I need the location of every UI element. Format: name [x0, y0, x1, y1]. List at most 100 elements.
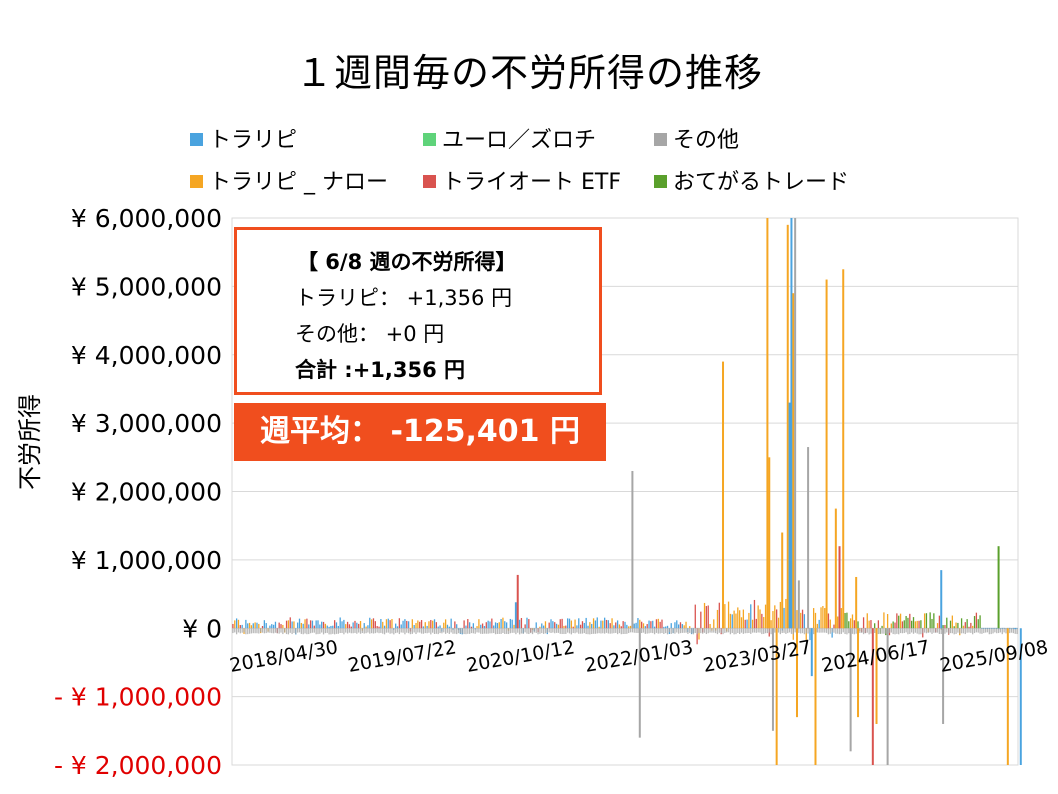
bar [768, 628, 770, 633]
bar [757, 605, 759, 629]
bar [646, 624, 648, 629]
bar [824, 628, 826, 633]
bar [426, 625, 428, 629]
bar [957, 628, 959, 633]
bar [716, 609, 719, 629]
bar [907, 628, 909, 635]
bar [245, 628, 247, 635]
bar [659, 621, 661, 629]
bar [639, 619, 641, 629]
bar [620, 628, 622, 635]
bar [448, 628, 450, 634]
bar [871, 628, 874, 765]
bar [313, 628, 315, 633]
bar [391, 619, 393, 629]
bar [829, 619, 831, 629]
bar [554, 622, 556, 629]
bar [387, 618, 389, 629]
bar [239, 628, 241, 634]
bar [544, 621, 547, 629]
bar [280, 628, 282, 633]
bar [528, 628, 530, 635]
bar [424, 628, 426, 634]
bar [805, 628, 807, 641]
bar [751, 619, 754, 629]
bar [960, 628, 963, 634]
bar [443, 622, 445, 629]
bar [638, 628, 641, 738]
bar [951, 628, 953, 634]
bar [385, 628, 388, 633]
bar [576, 628, 578, 633]
bar [528, 619, 530, 629]
bar [855, 628, 857, 634]
bar [413, 624, 415, 629]
bar [951, 615, 953, 629]
bar [886, 628, 889, 765]
bar [435, 628, 438, 634]
bar [576, 625, 578, 629]
bar [265, 628, 267, 634]
bar [404, 619, 406, 629]
bar [700, 611, 702, 629]
bar [511, 628, 513, 633]
bar [853, 620, 855, 629]
bar [689, 628, 691, 633]
bar [358, 628, 360, 633]
bar [849, 628, 852, 752]
bar [422, 628, 425, 634]
bar [746, 628, 748, 634]
bar [657, 628, 659, 634]
bar [729, 613, 732, 629]
bar [239, 625, 241, 629]
bar [942, 628, 945, 724]
bar [653, 628, 656, 635]
bar [936, 623, 939, 629]
bar [352, 628, 354, 634]
bar [825, 628, 828, 633]
bar [781, 532, 784, 629]
bar [367, 625, 369, 629]
bar [635, 628, 637, 633]
bar [833, 628, 835, 633]
bar [396, 626, 399, 629]
bar [994, 628, 996, 633]
bar [489, 628, 491, 634]
bar [265, 623, 267, 629]
bar [936, 628, 939, 633]
bar [635, 622, 637, 629]
bar [846, 628, 848, 635]
bar [785, 598, 787, 629]
bar [380, 619, 382, 629]
bar [559, 628, 561, 634]
bar [514, 602, 517, 629]
bar [572, 628, 574, 634]
bar [781, 628, 783, 633]
bar [962, 625, 965, 629]
bar [448, 626, 450, 629]
bar [555, 628, 558, 633]
bar [972, 628, 974, 635]
bar [232, 628, 234, 634]
bar [1014, 628, 1016, 634]
bar [901, 628, 904, 634]
bar [911, 628, 913, 633]
bar [613, 628, 615, 634]
bar [771, 628, 774, 731]
bar [396, 628, 399, 633]
bar [472, 628, 474, 634]
bar [420, 620, 423, 629]
bar [332, 625, 334, 629]
bar [681, 624, 683, 629]
bar [567, 628, 569, 633]
bar [444, 628, 447, 634]
bar [328, 626, 330, 629]
bar [672, 628, 674, 634]
bar [542, 628, 545, 634]
bar [916, 628, 918, 634]
bar [831, 628, 833, 633]
bar [981, 628, 983, 634]
bar [602, 628, 604, 634]
bar [278, 622, 280, 629]
bar [548, 628, 550, 633]
